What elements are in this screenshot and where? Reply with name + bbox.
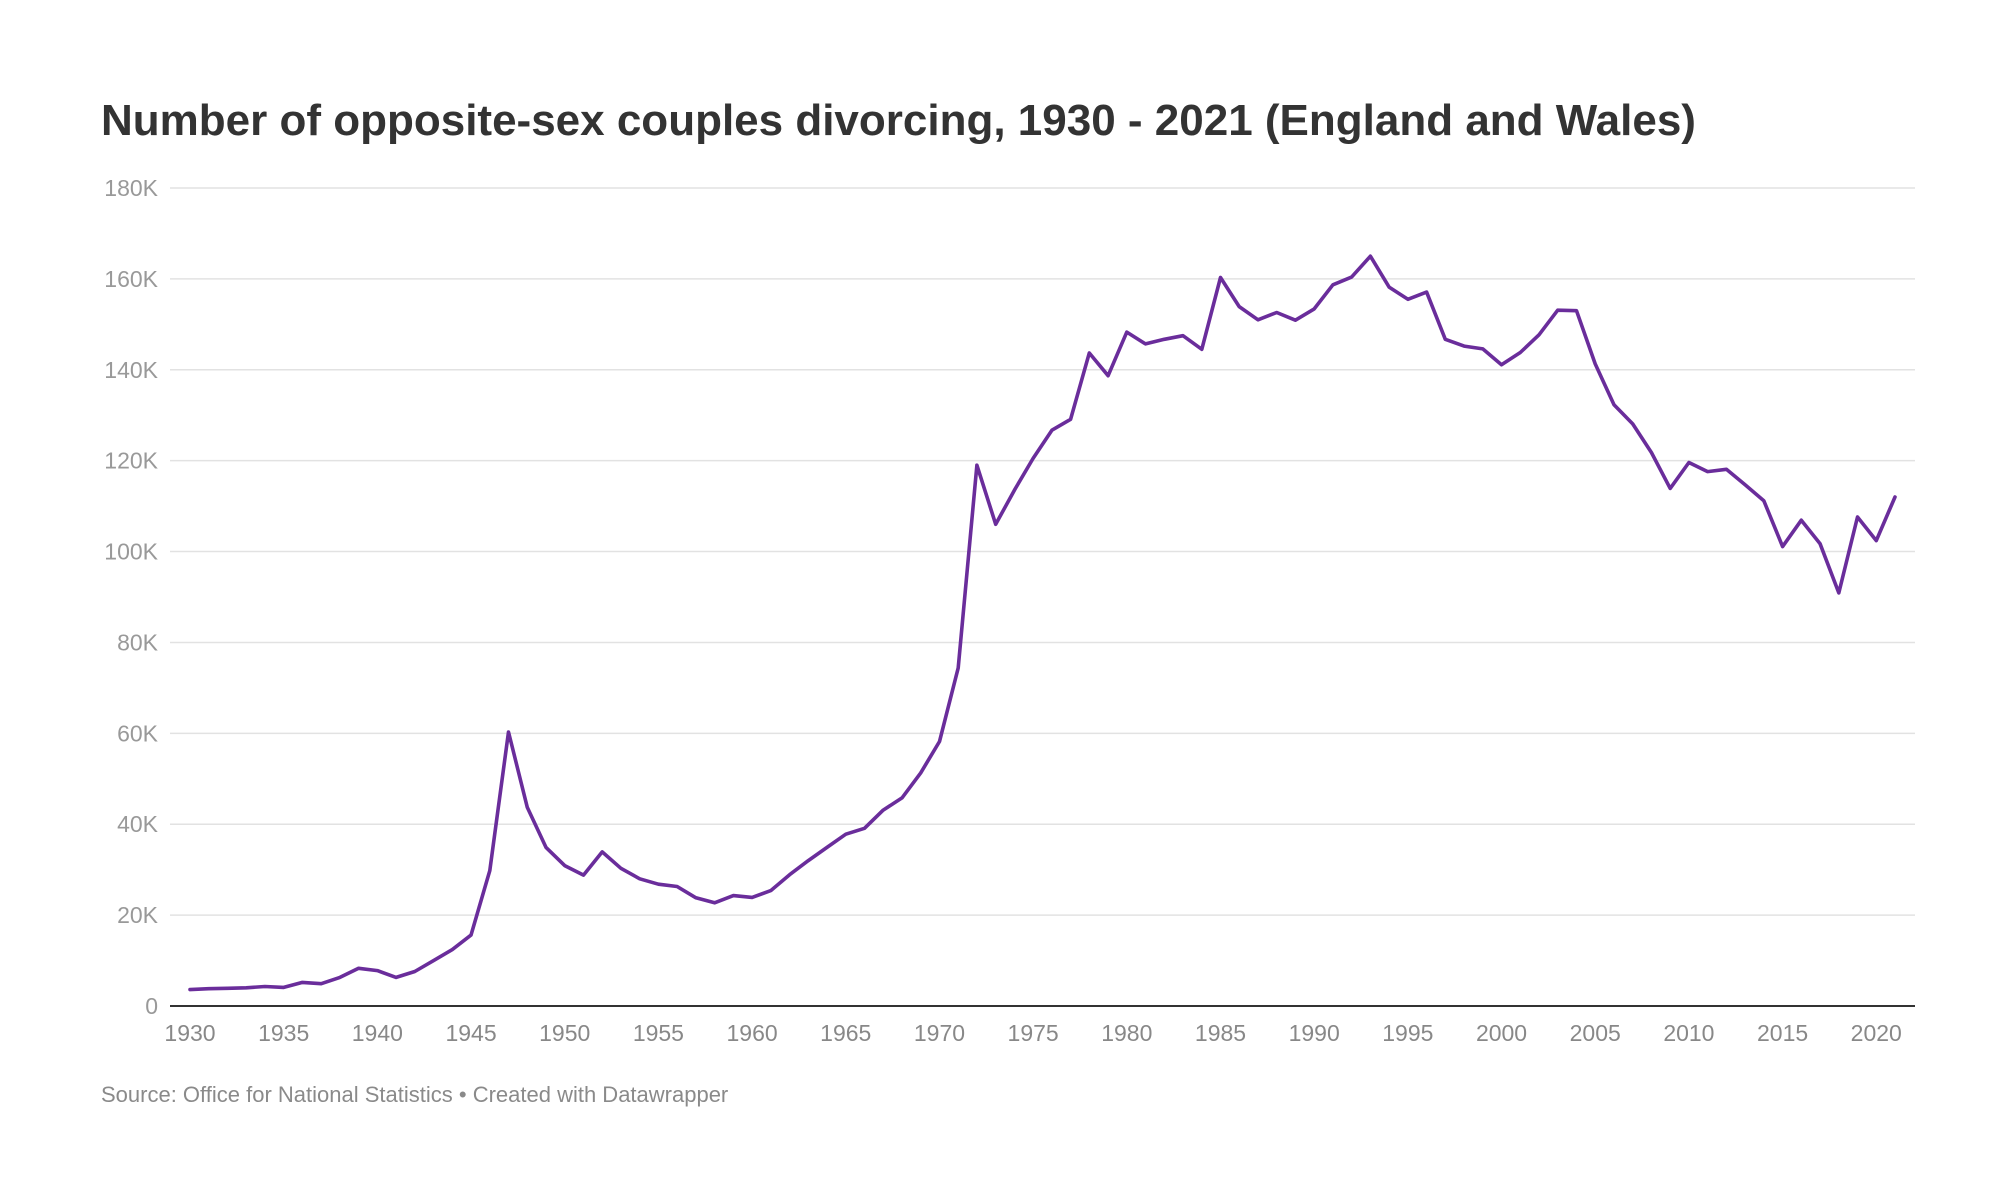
x-tick-label: 2000 xyxy=(1476,1020,1527,1046)
y-tick-label: 180K xyxy=(104,175,158,201)
x-tick-label: 1930 xyxy=(164,1020,215,1046)
datawrapper-credit[interactable]: Created with Datawrapper xyxy=(472,1082,729,1107)
x-tick-label: 1955 xyxy=(633,1020,684,1046)
footer-separator: • xyxy=(452,1082,473,1107)
y-tick-label: 0 xyxy=(145,993,158,1019)
x-tick-label: 1935 xyxy=(258,1020,309,1046)
y-axis-ticks: 0 20K 40K 60K 80K 100K 120K 140K 160K 180K xyxy=(104,175,158,1019)
x-tick-label: 2005 xyxy=(1570,1020,1621,1046)
gridlines xyxy=(170,187,1915,916)
x-tick-label: 1940 xyxy=(352,1020,403,1046)
x-tick-label: 2010 xyxy=(1663,1020,1714,1046)
x-tick-label: 1980 xyxy=(1101,1020,1152,1046)
y-tick-label: 120K xyxy=(104,448,158,474)
y-tick-label: 40K xyxy=(117,811,159,837)
x-tick-label: 1990 xyxy=(1289,1020,1340,1046)
divorces-series-line xyxy=(188,254,1897,992)
source-note: Source: Office for National Statistics xyxy=(101,1082,453,1107)
x-tick-label: 1965 xyxy=(820,1020,871,1046)
y-tick-label: 100K xyxy=(104,539,158,565)
y-tick-label: 20K xyxy=(117,902,159,928)
x-tick-label: 1960 xyxy=(727,1020,778,1046)
x-tick-label: 1950 xyxy=(539,1020,590,1046)
series-layer xyxy=(188,254,1897,992)
y-tick-label: 160K xyxy=(104,266,158,292)
y-tick-label: 60K xyxy=(117,720,159,746)
x-tick-label: 1945 xyxy=(445,1020,496,1046)
x-tick-label: 1985 xyxy=(1195,1020,1246,1046)
x-tick-label: 1975 xyxy=(1008,1020,1059,1046)
chart-footer: Source: Office for National Statistics •… xyxy=(101,1082,728,1108)
y-tick-label: 140K xyxy=(104,357,158,383)
chart-title: Number of opposite-sex couples divorcing… xyxy=(101,96,1696,145)
x-tick-label: 1995 xyxy=(1382,1020,1433,1046)
x-tick-label: 1970 xyxy=(914,1020,965,1046)
y-tick-label: 80K xyxy=(117,629,159,655)
x-axis-ticks: 1930 1935 1940 1945 1950 1955 1960 1965 1970 1975… xyxy=(164,1020,1901,1046)
x-tick-label: 2020 xyxy=(1851,1020,1902,1046)
x-tick-label: 2015 xyxy=(1757,1020,1808,1046)
